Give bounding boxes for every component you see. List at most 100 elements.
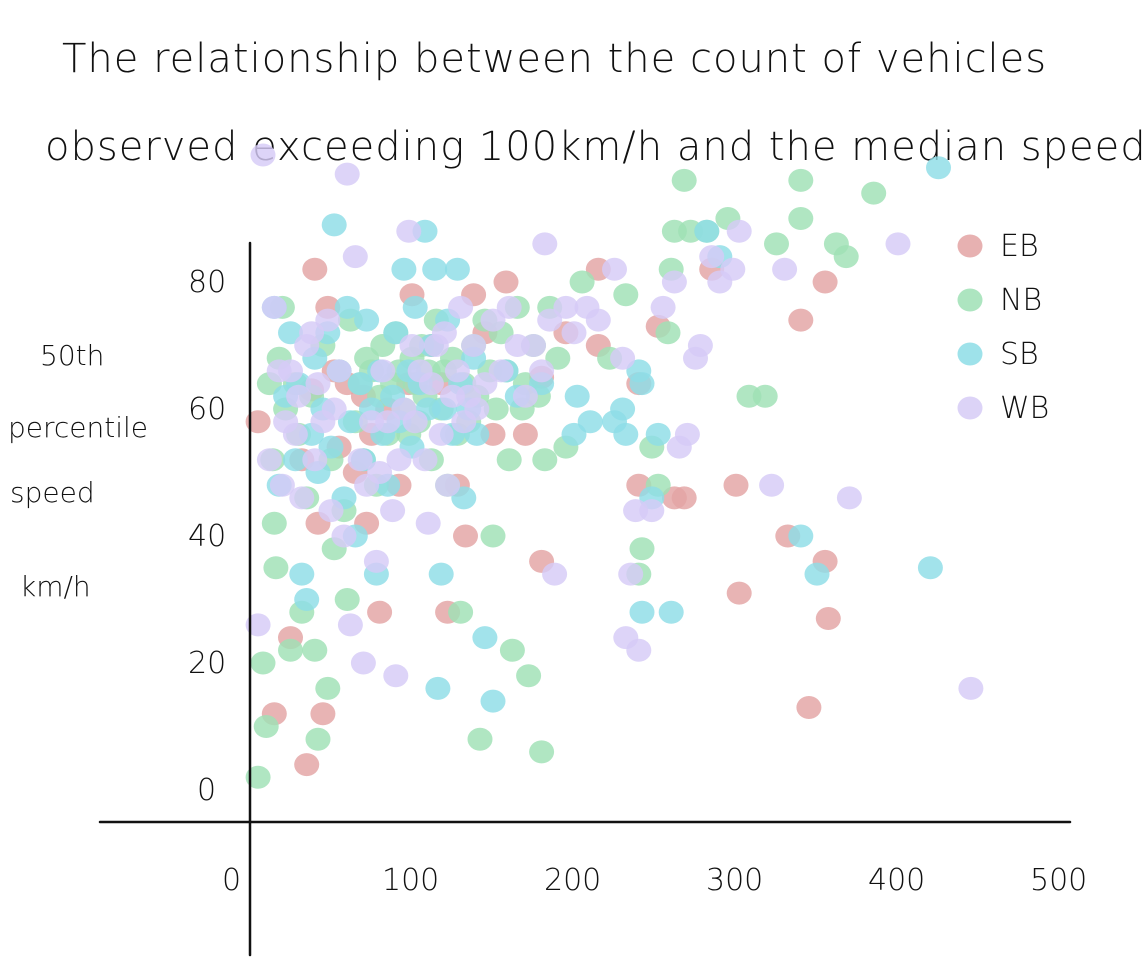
data-point-wb-19	[326, 359, 352, 383]
data-point-wb-65	[553, 295, 579, 319]
x-tick-label-200: 200	[544, 863, 601, 898]
data-point-sb-67	[658, 600, 684, 624]
data-point-nb-73	[529, 740, 555, 764]
data-point-sb-57	[564, 384, 590, 408]
data-point-nb-16	[302, 638, 328, 662]
data-point-sb-39	[422, 257, 448, 281]
data-point-wb-16	[315, 308, 341, 332]
data-point-nb-53	[448, 600, 474, 624]
data-point-wb-36	[396, 219, 422, 243]
data-point-wb-60	[521, 334, 546, 357]
data-point-wb-10	[289, 486, 315, 510]
data-point-eb-46	[788, 308, 814, 332]
data-point-wb-69	[602, 257, 627, 281]
data-point-eb-30	[493, 270, 519, 294]
data-point-wb-32	[380, 499, 406, 523]
data-point-nb-62	[483, 397, 509, 421]
data-point-sb-22	[354, 308, 380, 332]
data-point-wb-29	[367, 461, 393, 484]
data-point-wb-61	[529, 359, 555, 383]
data-point-sb-14	[321, 213, 347, 237]
data-point-sb-66	[645, 422, 671, 446]
data-point-sb-34	[402, 295, 428, 319]
data-point-nb-66	[499, 638, 525, 662]
data-point-nb-94	[764, 232, 789, 256]
data-point-nb-98	[833, 245, 859, 269]
data-point-wb-1	[250, 143, 276, 167]
y-axis-label-line-1: 50th	[40, 339, 104, 372]
series-wb	[245, 143, 984, 700]
y-tick-label-20: 20	[188, 646, 226, 681]
data-point-wb-18	[321, 397, 347, 421]
y-tick-label-0: 0	[197, 773, 216, 808]
data-point-wb-56	[488, 359, 514, 383]
data-point-wb-7	[278, 359, 303, 383]
axes	[98, 241, 1072, 957]
legend-label-nb: NB	[1000, 283, 1042, 318]
data-point-wb-28	[363, 549, 389, 573]
data-point-eb-47	[796, 696, 822, 719]
data-point-eb-4	[294, 753, 320, 777]
data-point-wb-62	[532, 232, 558, 256]
y-tick-label-60: 60	[188, 392, 226, 427]
data-point-sb-51	[472, 626, 498, 650]
data-point-eb-8	[310, 702, 336, 726]
data-point-wb-8	[282, 422, 308, 446]
data-point-eb-41	[671, 486, 697, 510]
data-point-wb-57	[496, 295, 522, 319]
data-point-nb-95	[788, 168, 814, 192]
data-point-nb-65	[496, 448, 522, 472]
data-point-wb-68	[585, 308, 611, 332]
data-point-sb-20	[347, 372, 373, 396]
data-point-wb-40	[412, 448, 438, 472]
data-point-nb-2	[253, 715, 279, 738]
data-point-wb-85	[726, 219, 752, 243]
legend-label-wb: WB	[1000, 391, 1049, 426]
data-point-wb-21	[334, 162, 360, 186]
data-point-nb-24	[334, 588, 360, 611]
data-point-wb-74	[626, 638, 652, 662]
data-point-wb-42	[418, 372, 444, 396]
x-tick-label-400: 400	[868, 863, 925, 898]
data-point-wb-81	[687, 334, 713, 357]
legend-swatch-wb	[957, 396, 983, 420]
data-point-wb-76	[650, 295, 676, 319]
data-point-nb-93	[752, 384, 778, 408]
chart-title-line-1: The relationship between the count of ve…	[62, 36, 1047, 82]
data-point-eb-6	[302, 257, 328, 281]
data-point-eb-17	[367, 600, 393, 624]
data-point-eb-44	[726, 581, 752, 605]
data-point-sb-68	[694, 219, 720, 243]
data-point-eb-43	[723, 473, 749, 497]
data-point-wb-49	[448, 295, 474, 319]
data-point-nb-85	[655, 321, 681, 345]
data-point-sb-7	[294, 588, 320, 611]
data-point-sb-41	[428, 562, 454, 586]
data-point-wb-22	[337, 613, 363, 637]
x-tick-label-0: 0	[222, 863, 241, 898]
y-tick-label-40: 40	[188, 519, 226, 554]
data-point-nb-10	[278, 638, 303, 662]
data-point-wb-45	[431, 321, 457, 345]
y-tick-label-80: 80	[188, 265, 226, 300]
data-point-sb-45	[444, 257, 470, 281]
y-axis-label-line-4: km/h	[20, 570, 91, 603]
data-point-sb-64	[629, 600, 655, 624]
data-point-nb-74	[532, 448, 558, 472]
tick-labels: 0 100 200 300 400 500 0 20 40 60 80	[188, 265, 1087, 898]
data-point-eb-0	[245, 410, 271, 434]
data-point-wb-14	[305, 372, 331, 396]
chart-title-line-2: observed exceeding 100km/h and the media…	[45, 124, 1144, 170]
data-point-eb-50	[812, 270, 838, 294]
data-point-wb-24	[347, 448, 373, 472]
data-point-nb-96	[788, 207, 814, 230]
data-point-wb-64	[542, 562, 568, 586]
data-point-wb-75	[639, 499, 665, 523]
data-points	[245, 143, 984, 789]
data-point-wb-59	[512, 384, 538, 408]
data-point-nb-5	[261, 511, 287, 535]
data-point-wb-52	[461, 334, 487, 357]
data-point-wb-0	[245, 613, 271, 637]
data-point-sb-6	[289, 562, 315, 586]
